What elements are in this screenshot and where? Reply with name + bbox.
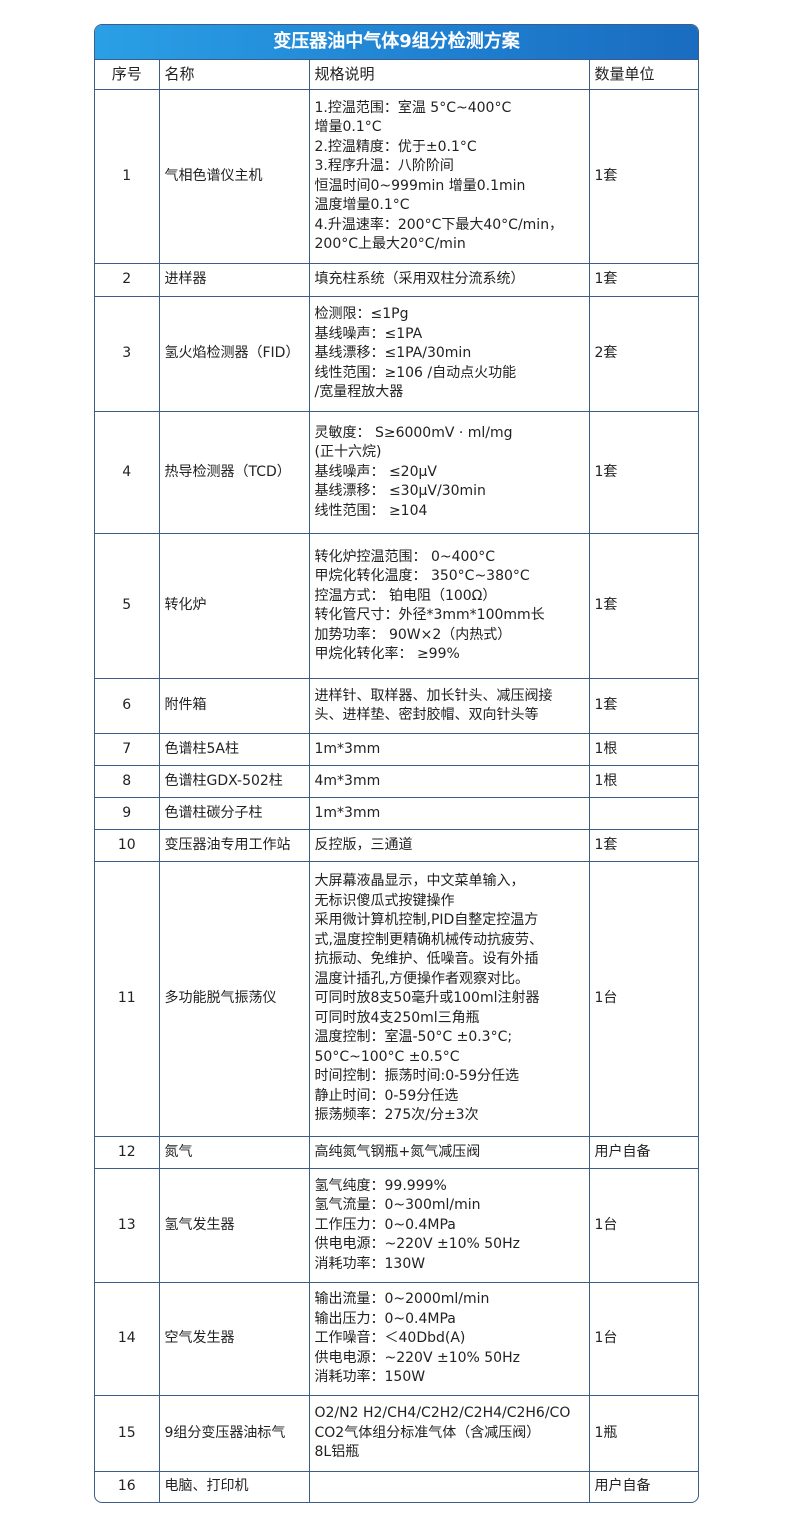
item-spec: 转化炉控温范围： 0~400°C 甲烷化转化温度： 350°C~380°C 控温… (308, 533, 590, 679)
scheme-table: 序号 名称 规格说明 数量单位 1 气相色谱仪主机 1.控温范围：室温 5°C~40… (95, 59, 698, 1502)
item-quantity: 用户自备 (588, 1471, 698, 1502)
header-spec: 规格说明 (308, 59, 590, 90)
item-name: 空气发生器 (158, 1282, 310, 1396)
item-quantity (588, 797, 698, 830)
header-qty: 数量单位 (588, 59, 698, 90)
row-number: 8 (95, 765, 160, 798)
item-quantity: 1套 (588, 263, 698, 297)
row-number: 11 (95, 861, 160, 1137)
table-row: 10 变压器油专用工作站 反控版，三通道 1套 (95, 829, 698, 862)
item-spec: 输出流量：0~2000ml/min 输出压力：0~0.4MPa 工作噪音：＜40… (308, 1282, 590, 1396)
row-number: 1 (95, 89, 160, 264)
item-name: 热导检测器（TCD） (158, 411, 310, 534)
item-name: 电脑、打印机 (158, 1471, 310, 1502)
item-quantity: 1台 (588, 1168, 698, 1283)
item-spec: 大屏幕液晶显示，中文菜单输入， 无标识傻瓜式按键操作 采用微计算机控制,PID自… (308, 861, 590, 1137)
item-name: 气相色谱仪主机 (158, 89, 310, 264)
item-spec: 进样针、取样器、加长针头、减压阀接 头、进样垫、密封胶帽、双向针头等 (308, 678, 590, 734)
header-no: 序号 (95, 59, 160, 90)
row-number: 3 (95, 296, 160, 412)
row-number: 12 (95, 1136, 160, 1169)
item-spec: 检测限：≤1Pg 基线噪声：≤1PA 基线漂移：≤1PA/30min 线性范围：… (308, 296, 590, 412)
table-row: 4 热导检测器（TCD） 灵敏度： S≥6000mV · ml/mg (正十六烷) … (95, 411, 698, 534)
table-row: 13 氢气发生器 氢气纯度：99.999% 氢气流量：0~300ml/min 工作压… (95, 1168, 698, 1283)
table-row: 2 进样器 填充柱系统（采用双柱分流系统） 1套 (95, 263, 698, 297)
item-quantity: 1套 (588, 678, 698, 734)
table-row: 8 色谱柱GDX-502柱 4m*3mm 1根 (95, 765, 698, 798)
item-quantity: 1根 (588, 765, 698, 798)
item-name: 色谱柱5A柱 (158, 733, 310, 766)
item-spec: 4m*3mm (308, 765, 590, 798)
item-spec: O2/N2 H2/CH4/C2H2/C2H4/C2H6/CO CO2气体组分标准… (308, 1395, 590, 1472)
item-quantity: 1台 (588, 861, 698, 1137)
row-number: 6 (95, 678, 160, 734)
row-number: 4 (95, 411, 160, 534)
table-row: 3 氢火焰检测器（FID） 检测限：≤1Pg 基线噪声：≤1PA 基线漂移：≤1PA… (95, 296, 698, 412)
row-number: 13 (95, 1168, 160, 1283)
table-title: 变压器油中气体9组分检测方案 (95, 25, 698, 59)
item-quantity: 用户自备 (588, 1136, 698, 1169)
item-spec: 填充柱系统（采用双柱分流系统） (308, 263, 590, 297)
item-quantity: 1根 (588, 733, 698, 766)
row-number: 2 (95, 263, 160, 297)
item-name: 色谱柱GDX-502柱 (158, 765, 310, 798)
header-row: 序号 名称 规格说明 数量单位 (95, 59, 698, 90)
item-name: 氮气 (158, 1136, 310, 1169)
item-name: 附件箱 (158, 678, 310, 734)
item-quantity: 2套 (588, 296, 698, 412)
item-quantity: 1套 (588, 411, 698, 534)
item-name: 多功能脱气振荡仪 (158, 861, 310, 1137)
item-name: 9组分变压器油标气 (158, 1395, 310, 1472)
item-quantity: 1套 (588, 89, 698, 264)
item-quantity: 1瓶 (588, 1395, 698, 1472)
item-spec: 1.控温范围：室温 5°C~400°C 增量0.1°C 2.控温精度：优于±0.… (308, 89, 590, 264)
item-name: 转化炉 (158, 533, 310, 679)
item-spec: 1m*3mm (308, 797, 590, 830)
row-number: 10 (95, 829, 160, 862)
item-name: 变压器油专用工作站 (158, 829, 310, 862)
item-quantity: 1套 (588, 829, 698, 862)
scheme-table-card: 变压器油中气体9组分检测方案 序号 名称 规格说明 数量单位 1 气相色谱仪主机 1… (94, 24, 699, 1503)
item-name: 氢火焰检测器（FID） (158, 296, 310, 412)
item-spec: 反控版，三通道 (308, 829, 590, 862)
item-spec: 灵敏度： S≥6000mV · ml/mg (正十六烷) 基线噪声： ≤20μV… (308, 411, 590, 534)
header-name: 名称 (158, 59, 310, 90)
item-spec (308, 1471, 590, 1502)
table-row: 11 多功能脱气振荡仪 大屏幕液晶显示，中文菜单输入， 无标识傻瓜式按键操作 采用微… (95, 861, 698, 1137)
row-number: 5 (95, 533, 160, 679)
row-number: 16 (95, 1471, 160, 1502)
table-row: 16 电脑、打印机 用户自备 (95, 1471, 698, 1502)
table-row: 5 转化炉 转化炉控温范围： 0~400°C 甲烷化转化温度： 350°C~380°… (95, 533, 698, 679)
row-number: 7 (95, 733, 160, 766)
item-name: 进样器 (158, 263, 310, 297)
row-number: 14 (95, 1282, 160, 1396)
table-row: 15 9组分变压器油标气 O2/N2 H2/CH4/C2H2/C2H4/C2H6/C… (95, 1395, 698, 1472)
table-row: 1 气相色谱仪主机 1.控温范围：室温 5°C~400°C 增量0.1°C 2.控温… (95, 89, 698, 264)
item-spec: 氢气纯度：99.999% 氢气流量：0~300ml/min 工作压力：0~0.4… (308, 1168, 590, 1283)
item-spec: 1m*3mm (308, 733, 590, 766)
item-quantity: 1台 (588, 1282, 698, 1396)
item-quantity: 1套 (588, 533, 698, 679)
table-row: 6 附件箱 进样针、取样器、加长针头、减压阀接 头、进样垫、密封胶帽、双向针头等 1套 (95, 678, 698, 734)
item-name: 氢气发生器 (158, 1168, 310, 1283)
item-spec: 高纯氮气钢瓶+氮气减压阀 (308, 1136, 590, 1169)
table-row: 14 空气发生器 输出流量：0~2000ml/min 输出压力：0~0.4MPa 工… (95, 1282, 698, 1396)
table-row: 7 色谱柱5A柱 1m*3mm 1根 (95, 733, 698, 766)
row-number: 9 (95, 797, 160, 830)
table-row: 12 氮气 高纯氮气钢瓶+氮气减压阀 用户自备 (95, 1136, 698, 1169)
item-name: 色谱柱碳分子柱 (158, 797, 310, 830)
table-row: 9 色谱柱碳分子柱 1m*3mm (95, 797, 698, 830)
row-number: 15 (95, 1395, 160, 1472)
